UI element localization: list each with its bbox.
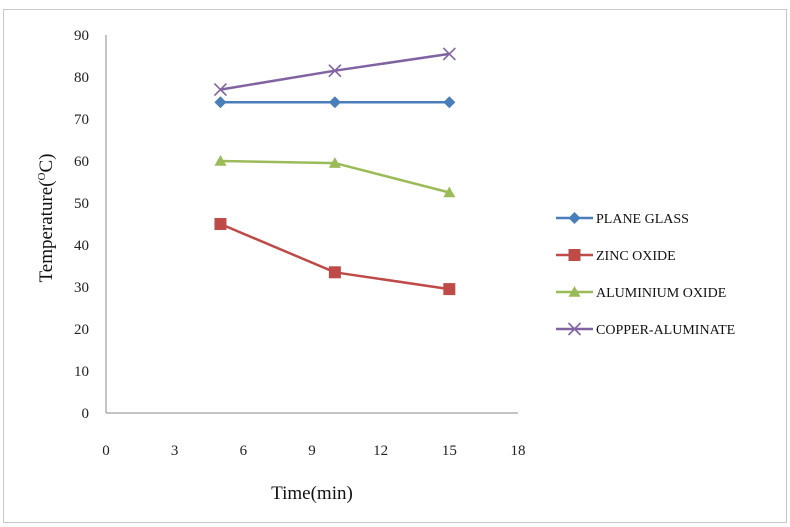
y-tick-label: 70 bbox=[74, 112, 89, 128]
series-aluminium-oxide bbox=[214, 155, 456, 198]
legend-item: ZINC OXIDE bbox=[556, 249, 676, 264]
legend-label: COPPER-ALUMINATE bbox=[596, 323, 735, 338]
legend-label: ALUMINIUM OXIDE bbox=[596, 286, 726, 301]
y-tick-label: 10 bbox=[74, 364, 89, 380]
y-tick-label: 90 bbox=[74, 28, 89, 44]
data-point bbox=[214, 96, 227, 109]
y-tick-label: 30 bbox=[74, 280, 89, 296]
data-point bbox=[328, 157, 341, 168]
legend: PLANE GLASS ZINC OXIDE ALUMINIUM OXIDE COPP… bbox=[556, 212, 735, 338]
x-tick-label: 3 bbox=[171, 443, 179, 459]
legend-label: PLANE GLASS bbox=[596, 212, 689, 227]
legend-item: PLANE GLASS bbox=[556, 212, 689, 227]
x-tick-label: 0 bbox=[102, 443, 110, 459]
legend-item: COPPER-ALUMINATE bbox=[556, 322, 735, 338]
y-tick-label: 60 bbox=[74, 154, 89, 170]
data-point bbox=[328, 266, 341, 279]
y-tick-label: 50 bbox=[74, 196, 89, 212]
x-tick-label: 12 bbox=[373, 443, 388, 459]
y-tick-label: 0 bbox=[82, 406, 90, 422]
y-tick-label: 80 bbox=[74, 70, 89, 86]
y-tick-labels: 0 10 20 30 40 50 60 70 80 90 bbox=[74, 28, 89, 422]
legend-item: ALUMINIUM OXIDE bbox=[556, 286, 726, 301]
x-tick-label: 18 bbox=[511, 443, 526, 459]
series-line bbox=[219, 222, 450, 291]
series-copper-aluminate bbox=[213, 47, 456, 97]
x-tick-label: 15 bbox=[442, 443, 457, 459]
x-tick-label: 9 bbox=[308, 443, 316, 459]
data-point bbox=[214, 218, 227, 230]
data-point bbox=[568, 212, 581, 224]
data-point bbox=[567, 322, 582, 336]
series-plane-glass bbox=[214, 96, 456, 109]
data-point bbox=[214, 155, 227, 166]
y-axis-title: Temperature(OC) bbox=[36, 153, 57, 282]
x-tick-label: 6 bbox=[240, 443, 248, 459]
chart-frame bbox=[3, 9, 787, 523]
y-tick-label: 20 bbox=[74, 322, 89, 338]
data-point bbox=[328, 96, 341, 109]
data-point bbox=[213, 83, 228, 97]
data-point bbox=[443, 283, 456, 296]
y-tick-label: 40 bbox=[74, 238, 89, 254]
series-layer bbox=[213, 47, 456, 296]
x-axis-title: Time(min) bbox=[271, 483, 353, 504]
data-point bbox=[443, 186, 456, 198]
data-point bbox=[568, 249, 581, 261]
data-point bbox=[328, 64, 342, 78]
x-tick-labels: 0 3 6 9 12 15 18 bbox=[102, 443, 525, 459]
data-point bbox=[443, 96, 456, 109]
data-point bbox=[568, 286, 581, 297]
data-point bbox=[442, 47, 456, 61]
series-zinc-oxide bbox=[214, 218, 456, 296]
legend-label: ZINC OXIDE bbox=[596, 249, 676, 264]
